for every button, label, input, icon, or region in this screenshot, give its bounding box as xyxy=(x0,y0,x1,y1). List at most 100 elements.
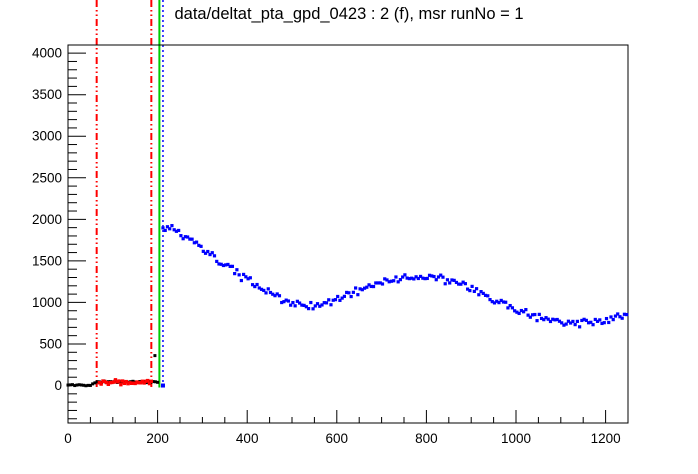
data-point xyxy=(82,383,86,387)
data-point xyxy=(450,278,454,282)
prompt-peak-point xyxy=(153,354,157,358)
data-point xyxy=(131,379,135,383)
data-point xyxy=(488,298,492,302)
data-point xyxy=(611,318,615,322)
data-point xyxy=(528,315,532,319)
data-point xyxy=(302,303,306,308)
data-point xyxy=(124,379,128,384)
data-point xyxy=(362,286,367,290)
data-point xyxy=(358,287,362,291)
data-point xyxy=(463,282,467,286)
data-point xyxy=(340,296,344,300)
data-point xyxy=(492,301,497,305)
data-point xyxy=(586,321,591,325)
data-point xyxy=(410,276,414,280)
data-point xyxy=(575,319,579,323)
data-point xyxy=(421,276,425,280)
data-point xyxy=(593,317,597,322)
data-point xyxy=(495,299,499,303)
data-point xyxy=(142,381,146,385)
data-point xyxy=(604,316,609,321)
data-point xyxy=(135,380,139,384)
data-point xyxy=(508,303,512,308)
x-tick-label: 200 xyxy=(146,431,169,446)
data-point xyxy=(70,383,74,387)
data-point xyxy=(378,281,382,285)
data-point xyxy=(383,277,387,281)
data-point xyxy=(300,303,304,307)
data-point xyxy=(403,273,407,277)
data-point xyxy=(544,316,548,320)
data-point xyxy=(146,378,150,383)
x-tick-label: 1200 xyxy=(591,431,621,446)
data-point xyxy=(607,320,611,325)
data-point xyxy=(320,303,324,307)
data-point xyxy=(295,299,299,303)
data-point xyxy=(246,277,250,281)
data-point xyxy=(111,380,116,384)
data-point xyxy=(183,235,187,239)
data-point xyxy=(445,278,450,282)
data-point xyxy=(168,227,172,231)
data-point xyxy=(122,381,127,386)
data-point xyxy=(117,379,121,383)
x-tick-label: 0 xyxy=(64,431,72,446)
data-point xyxy=(416,276,420,281)
data-point xyxy=(578,325,582,329)
plot-frame xyxy=(67,44,629,424)
data-point xyxy=(77,383,81,387)
data-point xyxy=(228,264,232,268)
data-point xyxy=(517,311,521,316)
data-point xyxy=(208,252,212,257)
data-point xyxy=(235,268,239,272)
data-point xyxy=(349,294,353,299)
data-point xyxy=(436,275,441,279)
data-point xyxy=(457,282,461,286)
data-point xyxy=(569,321,573,325)
data-point xyxy=(566,319,571,323)
data-point xyxy=(504,300,508,304)
data-point xyxy=(367,283,371,287)
data-point xyxy=(560,321,564,325)
data-point xyxy=(161,226,165,230)
data-point xyxy=(179,234,183,238)
data-point xyxy=(365,285,369,289)
data-point xyxy=(470,284,474,288)
data-point xyxy=(79,383,83,387)
data-point xyxy=(430,274,434,278)
data-point xyxy=(144,379,148,383)
data-point xyxy=(104,380,109,385)
data-point xyxy=(197,243,201,247)
data-point xyxy=(551,317,555,321)
marker-vlines xyxy=(95,0,164,388)
data-point xyxy=(128,381,132,385)
data-point xyxy=(625,312,629,317)
data-point xyxy=(217,262,221,266)
data-point xyxy=(385,278,389,282)
data-point xyxy=(589,320,593,324)
data-point xyxy=(101,379,105,383)
data-point xyxy=(483,293,488,297)
data-point xyxy=(329,303,333,307)
y-tick-label: 500 xyxy=(39,336,62,351)
data-point xyxy=(506,306,510,310)
data-point xyxy=(309,300,313,305)
data-point xyxy=(201,249,205,253)
data-point xyxy=(472,289,476,294)
data-point xyxy=(259,287,264,291)
data-point xyxy=(315,302,320,306)
data-point xyxy=(392,279,396,283)
data-point xyxy=(219,262,223,266)
data-point xyxy=(147,381,152,386)
data-point xyxy=(106,380,110,384)
data-point xyxy=(306,307,311,311)
data-point xyxy=(212,254,217,258)
data-point xyxy=(203,251,208,255)
y-tick-label: 0 xyxy=(54,378,62,393)
data-point xyxy=(289,303,293,307)
data-point xyxy=(119,382,123,387)
data-point xyxy=(602,321,606,325)
data-point xyxy=(324,301,329,305)
data-point xyxy=(293,304,297,308)
